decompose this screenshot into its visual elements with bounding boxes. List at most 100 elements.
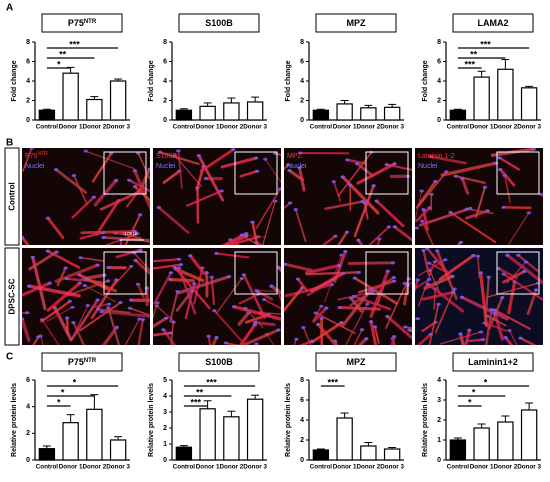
cell (276, 289, 281, 303)
nucleus (269, 284, 274, 288)
x-tick-label: Donor 2 (219, 464, 243, 471)
nucleus (501, 272, 506, 276)
nucleus (254, 342, 259, 345)
nucleus (458, 240, 464, 244)
cell (483, 322, 508, 332)
cell (353, 276, 398, 305)
significance-label: ** (470, 49, 478, 59)
nucleus (518, 336, 523, 340)
nucleus (287, 168, 292, 172)
title-text: LAMA2 (478, 18, 509, 28)
x-tick-label: Donor 1 (59, 124, 83, 131)
y-tick-label: 8 (26, 39, 30, 46)
significance-label: * (61, 387, 65, 397)
bar (109, 80, 127, 121)
nucleus (127, 306, 133, 310)
nucleus (70, 305, 75, 309)
nucleus (176, 149, 181, 153)
cell (386, 314, 412, 340)
nucleus (261, 298, 267, 302)
cell (255, 188, 281, 230)
nucleus (426, 261, 432, 265)
nucleus (95, 298, 100, 302)
cell (115, 248, 142, 259)
nucleus (214, 335, 219, 339)
y-tick-label: 4 (26, 404, 30, 411)
title-box (452, 352, 534, 372)
cell (449, 211, 497, 244)
nucleus (45, 216, 51, 220)
nucleus (297, 166, 302, 170)
nucleus (91, 195, 97, 199)
nucleus (106, 306, 111, 310)
y-axis-label: Fold change (285, 60, 292, 101)
nucleus (471, 253, 476, 257)
significance-label: * (73, 377, 77, 387)
nucleus (239, 276, 244, 280)
cell (374, 325, 380, 344)
y-tick-label: 0 (437, 457, 441, 464)
bar (246, 398, 264, 461)
y-tick-label: 0 (163, 117, 167, 124)
cell (337, 230, 349, 245)
bar (383, 106, 401, 121)
nucleus (100, 231, 106, 235)
chart-title: P75NTR (68, 357, 97, 367)
cell (460, 177, 470, 195)
cell (79, 256, 104, 262)
nucleus (71, 174, 77, 178)
nucleus (340, 175, 345, 179)
cell (157, 206, 190, 234)
y-tick-label: 8 (163, 39, 167, 46)
y-tick-label: 2 (26, 430, 30, 437)
nucleus (503, 336, 508, 340)
nucleus (419, 189, 424, 193)
cell (255, 289, 281, 293)
significance-label: ** (59, 49, 67, 59)
x-tick-label: Donor 1 (196, 464, 220, 471)
nucleus (505, 253, 510, 257)
nucleus (425, 282, 431, 286)
nucleus (516, 253, 521, 257)
nucleus (344, 230, 350, 234)
cell (71, 195, 96, 219)
cell (85, 150, 135, 170)
nucleus (206, 334, 211, 338)
cell (298, 166, 306, 192)
panel-label: A (6, 3, 13, 14)
bar (86, 98, 103, 121)
significance-label: *** (69, 39, 80, 49)
cell (153, 331, 172, 337)
inset (103, 251, 147, 295)
cell (485, 308, 493, 345)
nucleus (188, 254, 193, 258)
cell (296, 277, 309, 293)
x-tick-label: Donor 1 (59, 464, 83, 471)
nucleus (95, 263, 100, 267)
nucleus (133, 258, 138, 262)
nucleus (368, 287, 374, 291)
nucleus (250, 220, 255, 224)
cell (284, 282, 334, 298)
cell (404, 326, 412, 330)
nucleus (144, 286, 150, 290)
cell (421, 220, 434, 245)
nucleus (403, 325, 408, 329)
counterstain-label: Nuclei (25, 163, 45, 170)
x-tick-label: Donor 1 (333, 124, 357, 131)
nucleus (459, 295, 465, 299)
nucleus (96, 307, 101, 311)
x-tick-label: Donor 3 (106, 464, 130, 471)
cell (358, 279, 396, 294)
cell (168, 277, 196, 283)
nucleus (390, 261, 396, 265)
nucleus (343, 250, 348, 254)
cell (99, 191, 140, 211)
cell (440, 161, 498, 177)
cell (356, 162, 397, 185)
nucleus (428, 155, 433, 159)
cell (368, 225, 390, 245)
nucleus (63, 266, 68, 270)
nucleus (436, 302, 441, 306)
